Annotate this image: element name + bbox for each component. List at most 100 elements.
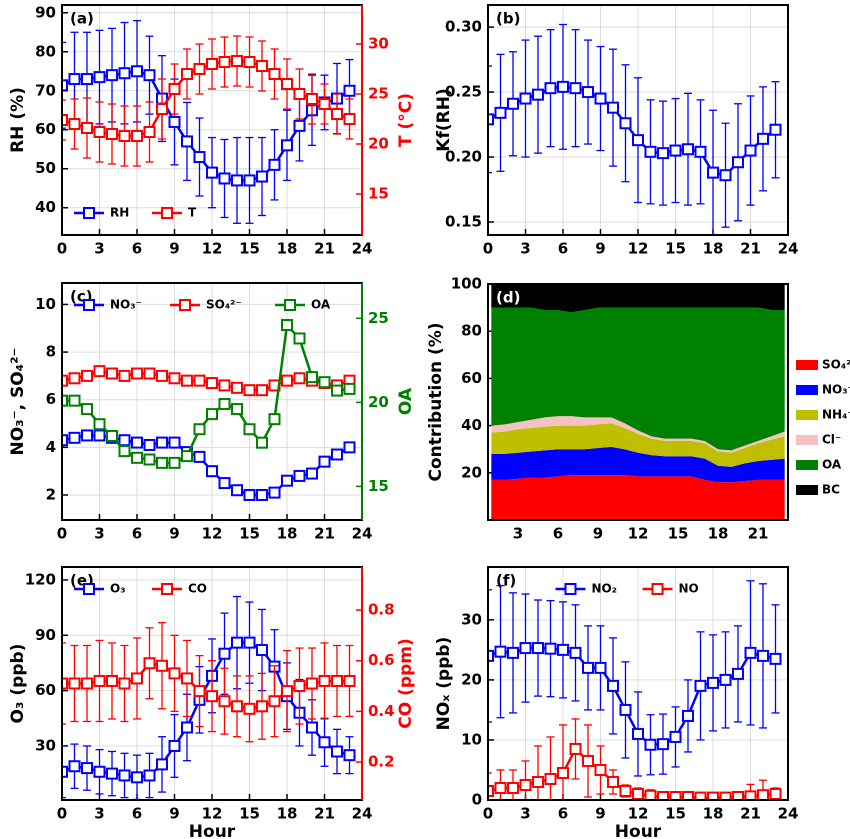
marker [206, 690, 218, 703]
marker [682, 709, 694, 722]
marker [488, 784, 494, 797]
series-line [488, 646, 776, 747]
legend-label: NO₃⁻ [822, 383, 850, 397]
marker [206, 465, 218, 478]
x-tick-label: 6 [558, 805, 568, 823]
y-tick-label: 20 [461, 463, 482, 481]
legend-marker [161, 207, 173, 219]
x-tick-label: 24 [778, 805, 799, 823]
legend-label: Cl⁻ [822, 433, 841, 447]
legend-marker [179, 299, 191, 311]
marker [168, 456, 181, 469]
x-tick-label: 21 [748, 525, 769, 543]
area-segment [491, 475, 785, 520]
marker [68, 431, 81, 444]
x-tick-label: 24 [352, 240, 373, 258]
y-tick-label: 60 [35, 681, 56, 699]
marker [218, 172, 231, 185]
marker [318, 736, 331, 749]
marker [306, 721, 318, 734]
marker [582, 661, 594, 674]
marker [682, 143, 694, 156]
x-tick-label: 12 [628, 240, 649, 258]
legend-label: RH [110, 206, 129, 220]
area-segment [491, 423, 785, 467]
marker [231, 403, 243, 416]
x-tick-label: 9 [169, 240, 179, 258]
marker [268, 68, 281, 80]
area-segment [491, 416, 785, 453]
marker [268, 486, 281, 499]
marker [281, 139, 293, 152]
marker [81, 73, 93, 86]
series-line [62, 322, 350, 465]
marker [532, 775, 544, 788]
y2-tick-label: 20 [368, 393, 389, 411]
legend-label: OA [311, 298, 331, 312]
marker [732, 790, 744, 800]
y-tick-label: 30 [35, 736, 56, 754]
marker [281, 78, 293, 90]
marker [131, 771, 143, 784]
marker [168, 739, 181, 752]
legend-marker [83, 299, 95, 311]
legend-label: NO₃⁻ [110, 298, 142, 312]
marker [206, 408, 218, 421]
y-tick-label: 60 [35, 120, 56, 138]
marker [131, 451, 143, 464]
marker [243, 702, 256, 715]
marker [131, 367, 143, 380]
marker [93, 126, 106, 138]
marker [143, 367, 156, 380]
marker [732, 667, 744, 680]
marker [68, 677, 81, 690]
marker [657, 147, 669, 160]
x-tick-label: 15 [665, 805, 686, 823]
y-axis-label: Contribution (%) [426, 322, 446, 481]
marker [343, 441, 356, 454]
marker [519, 92, 532, 105]
marker [81, 369, 93, 382]
marker [682, 790, 694, 800]
marker [62, 677, 68, 690]
x-axis-label: Hour [189, 822, 236, 839]
marker [106, 674, 118, 687]
marker [669, 730, 682, 743]
x-tick-label: 21 [314, 240, 335, 258]
x-tick-label: 15 [665, 240, 686, 258]
x-tick-label: 21 [314, 805, 335, 823]
marker [93, 674, 106, 687]
marker [193, 63, 206, 75]
y2-tick-label: 20 [368, 135, 389, 153]
y-tick-label: 100 [451, 275, 482, 293]
marker [68, 760, 81, 773]
marker [281, 685, 293, 698]
marker [93, 418, 106, 431]
marker [106, 767, 118, 780]
y2-axis-label: CO (ppm) [396, 638, 416, 728]
marker [569, 646, 582, 659]
x-tick-label: 3 [520, 805, 530, 823]
y-tick-label: 0.25 [445, 83, 482, 101]
y-tick-label: 0.30 [445, 18, 482, 36]
marker [193, 450, 206, 463]
marker [256, 170, 268, 183]
x-tick-label: 15 [668, 525, 689, 543]
marker [156, 659, 168, 672]
x-tick-label: 3 [94, 805, 104, 823]
marker [343, 113, 356, 125]
marker [62, 394, 68, 407]
marker [268, 413, 281, 426]
marker [156, 369, 168, 382]
marker [582, 754, 594, 767]
legend-marker [161, 583, 173, 595]
x-tick-label: 21 [740, 805, 761, 823]
x-tick-label: 6 [553, 525, 563, 543]
legend-marker [83, 207, 95, 219]
y-tick-label: 2 [46, 485, 56, 503]
y-tick-label: 40 [35, 198, 56, 216]
marker [619, 703, 632, 716]
marker [744, 144, 757, 157]
y-axis-label: Kf(RH) [434, 88, 454, 151]
marker [769, 787, 782, 800]
